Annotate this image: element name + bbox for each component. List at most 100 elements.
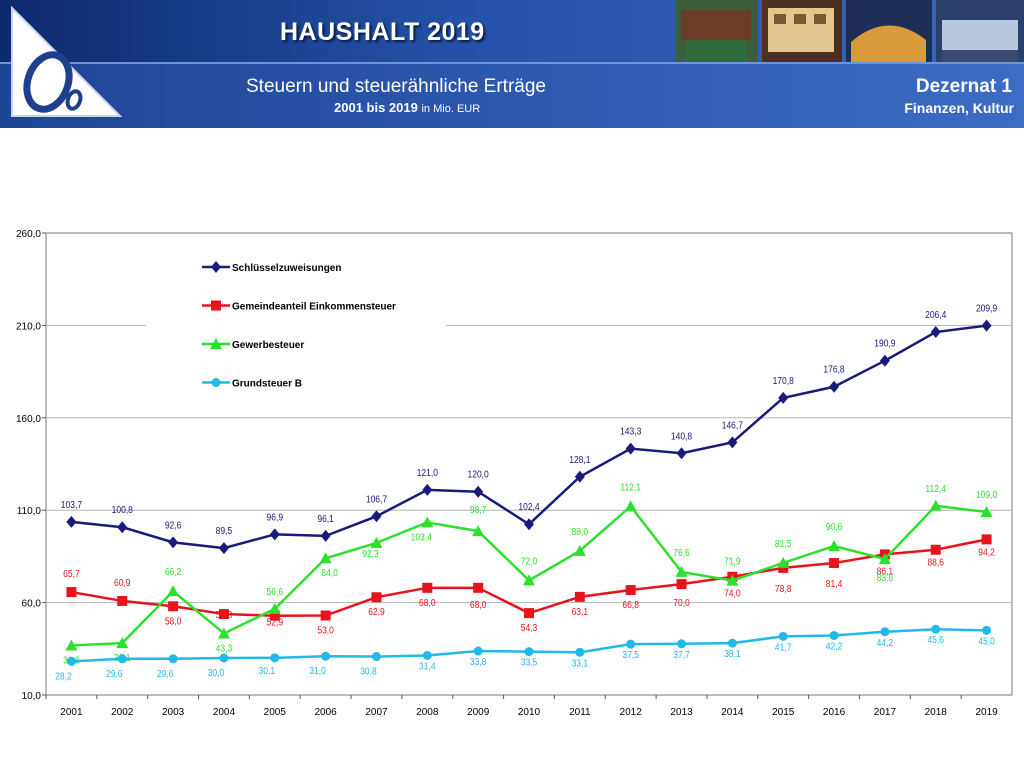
x-tick-label: 2014 — [721, 707, 744, 718]
series-schl-sselzuweisungen: 103,7 100,8 92,6 89,5 96,9 96,1 106,7 121,0 120,… — [61, 303, 997, 555]
schl-sselzuweisungen-point — [879, 354, 890, 367]
gewerbesteuer-data-label: 76,6 — [673, 547, 690, 558]
schl-sselzuweisungen-data-label: 170,8 — [773, 375, 794, 386]
grundsteuer-b-data-label: 31,4 — [419, 661, 436, 672]
gewerbesteuer-data-label: 72,0 — [521, 556, 538, 567]
x-tick-label: 2018 — [925, 707, 948, 718]
schl-sselzuweisungen-point — [829, 380, 840, 393]
grundsteuer-b-data-label: 42,2 — [826, 641, 843, 652]
department-name: Dezernat 1 — [915, 76, 1012, 97]
tax-revenue-line-chart: 10,0 60,0 110,0 160,0 210,0 260,0 2001 2002 2003… — [16, 229, 1013, 718]
y-tick-label: 110,0 — [17, 506, 42, 517]
schl-sselzuweisungen-data-label: 103,7 — [61, 499, 82, 510]
gewerbesteuer-point — [878, 552, 891, 564]
legend-box — [146, 245, 446, 415]
schl-sselzuweisungen-data-label: 146,7 — [722, 420, 743, 431]
city-logo-icon — [11, 5, 123, 117]
gemeindeanteil-einkommensteuer-point — [574, 591, 585, 602]
grundsteuer-b-data-label: 45,0 — [978, 636, 995, 647]
grundsteuer-b-point — [219, 653, 229, 663]
gewerbesteuer-point — [573, 544, 586, 556]
x-tick-label: 2011 — [569, 707, 591, 718]
gemeindeanteil-einkommensteuer-data-label: 68,0 — [419, 597, 436, 608]
gewerbesteuer-data-label: 88,0 — [572, 526, 589, 537]
grundsteuer-b-data-label: 31,0 — [309, 666, 326, 677]
schl-sselzuweisungen-data-label: 128,1 — [569, 454, 590, 465]
unit-label: in Mio. EUR — [421, 103, 481, 115]
department-subtitle: Finanzen, Kultur — [904, 100, 1014, 116]
header-banner: HAUSHALT 2019 Steuern und steuerähnliche… — [0, 0, 1024, 128]
gemeindeanteil-einkommensteuer-point — [981, 534, 992, 545]
chart-subtitle: Steuern und steuerähnliche Erträge — [246, 76, 546, 97]
grundsteuer-b-data-label: 30,0 — [208, 667, 225, 678]
grundsteuer-b-point — [727, 638, 737, 648]
gewerbesteuer-point — [472, 525, 485, 537]
gewerbesteuer-data-label: 43,3 — [216, 643, 233, 654]
gewerbesteuer-point — [370, 536, 383, 548]
grundsteuer-b-point — [931, 624, 941, 634]
gemeindeanteil-einkommensteuer-point — [320, 610, 331, 621]
schl-sselzuweisungen-point — [524, 518, 534, 531]
schl-sselzuweisungen-data-label: 209,9 — [976, 303, 997, 314]
grundsteuer-b-data-label: 41,7 — [775, 642, 792, 653]
grundsteuer-b-point — [321, 651, 331, 661]
x-tick-label: 2019 — [975, 707, 998, 718]
x-tick-label: 2007 — [365, 707, 388, 718]
year-range: 2001 bis 2019 — [334, 100, 418, 115]
schl-sselzuweisungen-point — [981, 319, 992, 332]
y-tick-label: 10,0 — [22, 691, 42, 702]
schl-sselzuweisungen-point — [320, 529, 331, 542]
gewerbesteuer-data-label: 90,6 — [826, 521, 843, 532]
schl-sselzuweisungen-point — [269, 528, 280, 541]
series-layer: 103,7 100,8 92,6 89,5 96,9 96,1 106,7 121,0 120,… — [55, 303, 997, 682]
gewerbesteuer-point — [268, 602, 281, 614]
schl-sselzuweisungen-data-label: 206,4 — [925, 309, 946, 320]
grundsteuer-b-data-label: 30,1 — [259, 665, 276, 676]
schl-sselzuweisungen-data-label: 140,8 — [671, 431, 692, 442]
gewerbesteuer-point — [217, 627, 230, 639]
grundsteuer-b-point — [575, 647, 585, 657]
gewerbesteuer-data-label: 83,6 — [877, 572, 894, 583]
gemeindeanteil-einkommensteuer-point — [473, 582, 484, 593]
gemeindeanteil-einkommensteuer-data-label: 63,1 — [572, 606, 589, 617]
grundsteuer-b-data-label: 33,5 — [521, 657, 538, 668]
gewerbesteuer-point — [421, 516, 434, 528]
gemeindeanteil-einkommensteuer-data-label: 94,2 — [978, 547, 995, 558]
grundsteuer-b-point — [371, 652, 381, 662]
gemeindeanteil-einkommensteuer-point — [218, 609, 229, 620]
gemeindeanteil-einkommensteuer-point — [930, 544, 941, 555]
schl-sselzuweisungen-data-label: 190,9 — [874, 338, 895, 349]
year-range-label: 2001 bis 2019 in Mio. EUR — [334, 100, 480, 115]
grundsteuer-b-point — [626, 639, 636, 649]
gemeindeanteil-einkommensteuer-data-label: 81,4 — [826, 578, 843, 589]
gemeindeanteil-einkommensteuer-point — [524, 608, 534, 619]
x-tick-label: 2009 — [467, 707, 490, 718]
gewerbesteuer-data-label: 66,2 — [165, 567, 182, 578]
grundsteuer-b-point — [66, 656, 76, 666]
schl-sselzuweisungen-point — [66, 515, 77, 528]
schl-sselzuweisungen-point — [574, 470, 585, 483]
gemeindeanteil-einkommensteuer-point — [676, 579, 687, 590]
grundsteuer-b-point — [270, 653, 280, 663]
grundsteuer-b-data-label: 38,1 — [724, 648, 741, 659]
schl-sselzuweisungen-point — [218, 542, 229, 555]
grundsteuer-b-point — [829, 630, 839, 640]
grundsteuer-b-data-label: 33,8 — [470, 656, 487, 667]
x-tick-label: 2015 — [772, 707, 795, 718]
legend-gemeindeanteil-einkommensteuer-point — [211, 300, 221, 311]
x-tick-label: 2003 — [162, 707, 185, 718]
gewerbesteuer-data-label: 56,6 — [267, 586, 284, 597]
gewerbesteuer-point — [167, 585, 180, 597]
schl-sselzuweisungen-point — [117, 521, 128, 534]
grundsteuer-b-data-label: 45,6 — [927, 635, 944, 646]
schl-sselzuweisungen-data-label: 143,3 — [620, 426, 641, 437]
x-tick-label: 2012 — [620, 707, 643, 718]
gewerbesteuer-point — [980, 506, 993, 518]
schl-sselzuweisungen-data-label: 120,0 — [468, 469, 489, 480]
schl-sselzuweisungen-point — [778, 391, 789, 404]
gewerbesteuer-point — [726, 574, 739, 586]
gemeindeanteil-einkommensteuer-data-label: 70,0 — [673, 597, 690, 608]
schl-sselzuweisungen-data-label: 89,5 — [216, 525, 233, 536]
y-tick-label: 60,0 — [22, 599, 42, 610]
y-tick-label: 160,0 — [16, 414, 41, 425]
